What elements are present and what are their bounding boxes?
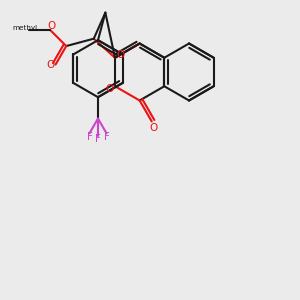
Text: O: O [46, 60, 54, 70]
Text: O: O [47, 21, 56, 31]
Text: F: F [86, 132, 92, 142]
Text: O: O [149, 123, 158, 133]
Text: O: O [116, 50, 124, 60]
Text: F: F [95, 134, 101, 144]
Text: O: O [105, 84, 114, 94]
Text: methyl: methyl [13, 26, 38, 32]
Text: F: F [103, 132, 109, 142]
